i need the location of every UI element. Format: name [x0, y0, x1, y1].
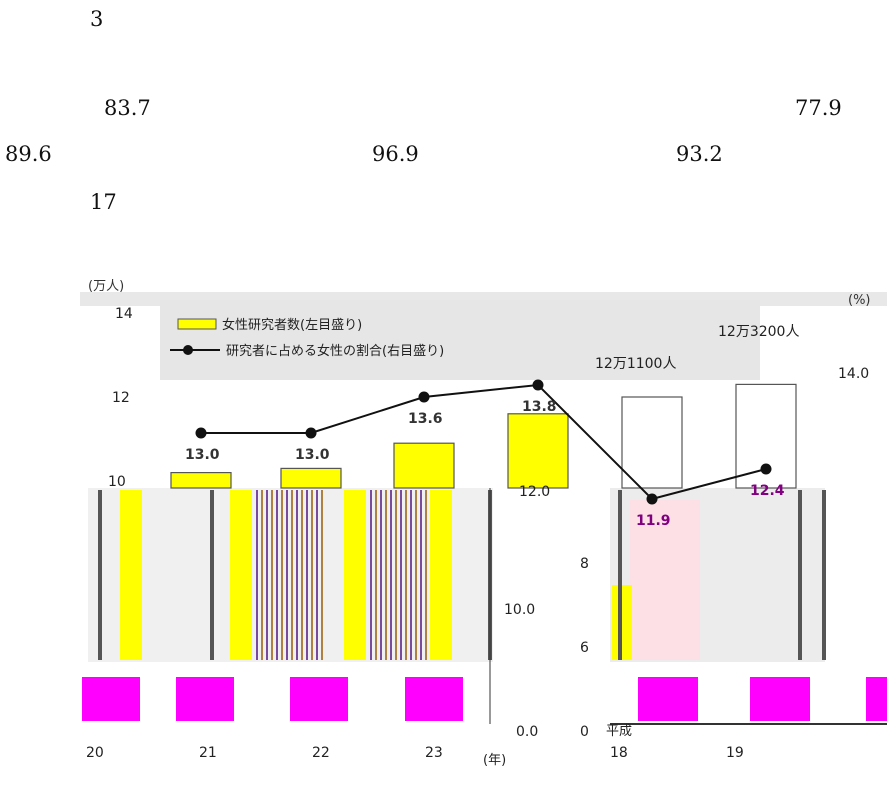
magenta-block-right-0 [638, 677, 698, 721]
glitch-dark-line-5 [822, 490, 826, 660]
glitch-dark-line-0 [98, 490, 102, 660]
stripe-a-12 [316, 490, 318, 660]
point-label-18: 11.9 [636, 513, 671, 529]
stripe-a-11 [311, 490, 313, 660]
bar-18 [621, 396, 683, 489]
stripe-a-6 [286, 490, 288, 660]
stripe-a-7 [291, 490, 293, 660]
magenta-blocks [82, 488, 887, 725]
stripe-b-4 [390, 490, 392, 660]
stripe-b-2 [380, 490, 382, 660]
stripe-a-5 [281, 490, 283, 660]
x-tick-20: 20 [86, 745, 104, 761]
x-tick-23: 23 [425, 745, 443, 761]
stripe-a-1 [261, 490, 263, 660]
magenta-block-left-1 [176, 677, 234, 721]
para-number-3: 77.9 [795, 96, 842, 120]
x-tick-21: 21 [199, 745, 217, 761]
stripe-a-4 [276, 490, 278, 660]
y-left-tick-6: 6 [580, 640, 589, 656]
x-tick-18: 18 [610, 745, 628, 761]
x-tick-22: 22 [312, 745, 330, 761]
glitch-yellow-1 [230, 490, 252, 660]
glitch-yellow-3 [430, 490, 452, 660]
point-label-20: 13.0 [185, 447, 220, 463]
glitch-yellow-2 [344, 490, 366, 660]
legend-box [160, 300, 760, 380]
y-right-tick-12.0: 12.0 [519, 484, 550, 500]
point-label-23: 13.8 [522, 399, 557, 415]
para-number-1: 3 [90, 7, 104, 31]
bar-23 [507, 413, 569, 489]
bar-annotation-0: 12万1100人 [595, 356, 676, 372]
ratio-point-20 [195, 427, 207, 439]
ratio-point-23 [532, 379, 544, 391]
ratio-line [201, 383, 767, 501]
left-axis-unit: (万人) [88, 279, 124, 294]
magenta-block-left-0 [82, 677, 140, 721]
ratio-point-21 [305, 427, 317, 439]
legend-line-marker [183, 345, 193, 355]
stripe-b-6 [400, 490, 402, 660]
glitch-yellow-0 [120, 490, 142, 660]
bar-22 [393, 442, 455, 489]
stripe-a-2 [266, 490, 268, 660]
bar-20 [170, 472, 232, 489]
stripe-b-5 [395, 490, 397, 660]
x-axis-unit: (年) [483, 753, 506, 768]
ratio-point-22 [418, 391, 430, 403]
stripe-b-9 [415, 490, 417, 660]
glitch-dark-line-3 [618, 490, 622, 660]
stripe-b-7 [405, 490, 407, 660]
y-left-tick-0: 0 [580, 724, 589, 740]
y-left-tick-14: 14 [115, 306, 133, 322]
era-label: 平成 [606, 724, 632, 739]
y-right-tick-14.0: 14.0 [838, 366, 869, 382]
stripe-b-0 [370, 490, 372, 660]
ratio-point-18 [646, 493, 658, 505]
stripe-b-3 [385, 490, 387, 660]
y-right-tick-0.0: 0.0 [516, 724, 538, 740]
ratio-point-19 [760, 463, 772, 475]
point-label-19: 12.4 [750, 483, 785, 499]
bar-annotation-1: 12万3200人 [718, 324, 799, 340]
magenta-block-right-1 [750, 677, 810, 721]
glitch-pink-block [630, 500, 700, 660]
y-left-tick-8: 8 [580, 556, 589, 572]
stripe-b-10 [420, 490, 422, 660]
stripe-b-1 [375, 490, 377, 660]
stripe-a-0 [256, 490, 258, 660]
bar-21 [280, 467, 342, 489]
para-number-4: 89.6 [5, 142, 52, 166]
y-left-tick-10: 10 [108, 474, 126, 490]
y-left-tick-12: 12 [112, 390, 130, 406]
point-label-22: 13.6 [408, 411, 443, 427]
stripe-a-10 [306, 490, 308, 660]
stripe-b-8 [410, 490, 412, 660]
point-label-21: 13.0 [295, 447, 330, 463]
magenta-block-left-2 [290, 677, 348, 721]
stripe-a-8 [296, 490, 298, 660]
stripe-a-13 [321, 490, 323, 660]
glitch-stripes [98, 490, 826, 660]
glitch-dark-line-4 [798, 490, 802, 660]
para-number-5: 96.9 [372, 142, 419, 166]
glitch-dark-line-1 [210, 490, 214, 660]
stripe-a-9 [301, 490, 303, 660]
legend-bar-label: 女性研究者数(左目盛り) [222, 317, 362, 333]
legend-bar-swatch [177, 318, 217, 330]
x-tick-19: 19 [726, 745, 744, 761]
para-number-7: 17 [90, 190, 117, 214]
para-number-6: 93.2 [676, 142, 723, 166]
y-right-tick-10.0: 10.0 [504, 602, 535, 618]
magenta-block-left-3 [405, 677, 463, 721]
stripe-a-3 [271, 490, 273, 660]
para-number-2: 83.7 [104, 96, 151, 120]
legend-line-label: 研究者に占める女性の割合(右目盛り) [226, 343, 444, 359]
right-axis-unit: (%) [848, 293, 871, 308]
stripe-b-11 [425, 490, 427, 660]
magenta-block-right-2 [866, 677, 887, 721]
